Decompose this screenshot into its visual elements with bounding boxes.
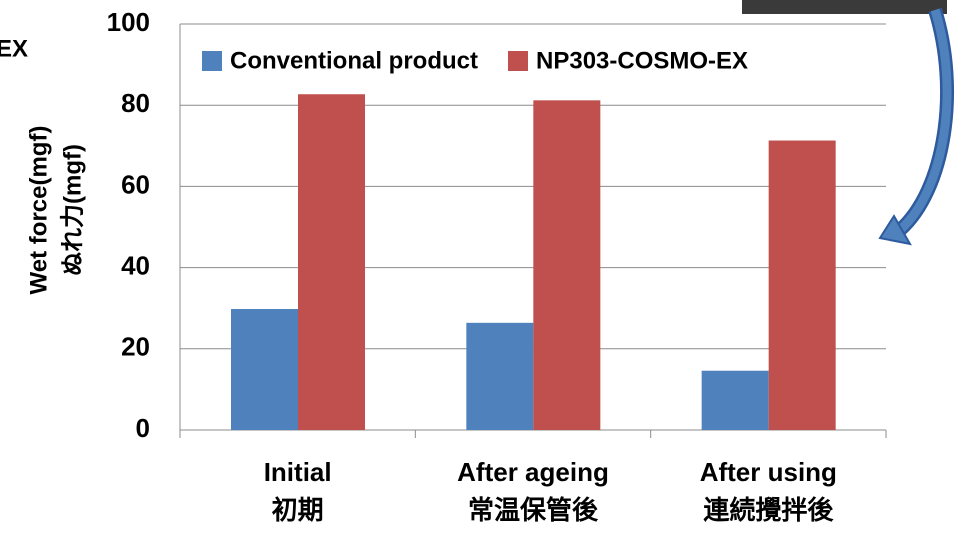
cropped-text: EX [0, 35, 28, 62]
x-tick-label: Initial [264, 457, 332, 487]
y-tick-label: 80 [121, 88, 150, 118]
chart: EX Wet force(mgf) ぬれ力(mgf) 0 20 40 60 80 100 In… [0, 0, 959, 534]
bar [466, 323, 533, 430]
cropped-photo [742, 0, 947, 14]
bar [298, 94, 365, 430]
legend-label: NP303-COSMO-EX [536, 47, 748, 74]
y-tick-label: 20 [121, 332, 150, 362]
y-tick-label: 40 [121, 250, 150, 280]
y-axis-label-line: Wet force(mgf) [25, 126, 52, 295]
legend-swatch [508, 51, 528, 71]
x-tick-label: After using [700, 457, 837, 487]
y-tick-label: 100 [107, 7, 150, 37]
bar [231, 309, 298, 430]
bar [533, 100, 600, 430]
bar [769, 141, 836, 430]
x-tick-label: 常温保管後 [468, 495, 599, 525]
x-tick-label: After ageing [457, 457, 609, 487]
bar [702, 371, 769, 430]
legend-swatch [202, 51, 222, 71]
y-tick-label: 0 [136, 413, 150, 443]
x-tick-label: 連続攪拌後 [703, 495, 834, 525]
y-tick-label: 60 [121, 169, 150, 199]
legend-label: Conventional product [230, 47, 478, 74]
y-axis-label-line: ぬれ力(mgf) [59, 144, 86, 276]
x-tick-label: 初期 [272, 495, 324, 525]
